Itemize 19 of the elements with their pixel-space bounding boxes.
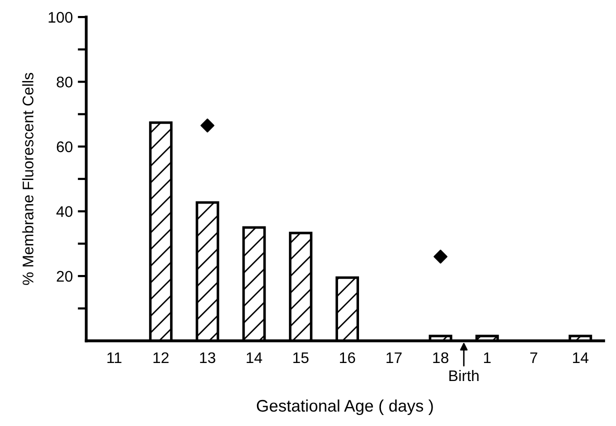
x-tick-label: 14 xyxy=(246,352,262,363)
x-axis-title: Gestational Age ( days ) xyxy=(256,399,433,416)
y-tick-label: 100 xyxy=(48,12,72,23)
x-tick-label: 7 xyxy=(530,352,538,363)
x-tick-label: 12 xyxy=(153,352,169,363)
x-tick-label: 16 xyxy=(340,352,356,364)
x-tick-label: 17 xyxy=(386,352,402,363)
x-tick-label: 13 xyxy=(200,352,216,364)
x-tick-label: 15 xyxy=(293,352,309,364)
y-tick-label: 60 xyxy=(56,141,72,152)
annotation: Birth xyxy=(449,370,479,382)
x-tick-label: 14 xyxy=(573,352,588,363)
x-tick-label: 11 xyxy=(107,352,122,363)
y-axis-title: % Membrane Fluorescent Cells xyxy=(22,72,34,285)
y-tick-label: 40 xyxy=(56,206,72,217)
y-tick-label: 80 xyxy=(56,76,72,88)
x-tick-label: 1 xyxy=(484,352,491,363)
x-tick-label: 18 xyxy=(433,352,448,364)
y-tick-label: 20 xyxy=(56,270,72,282)
